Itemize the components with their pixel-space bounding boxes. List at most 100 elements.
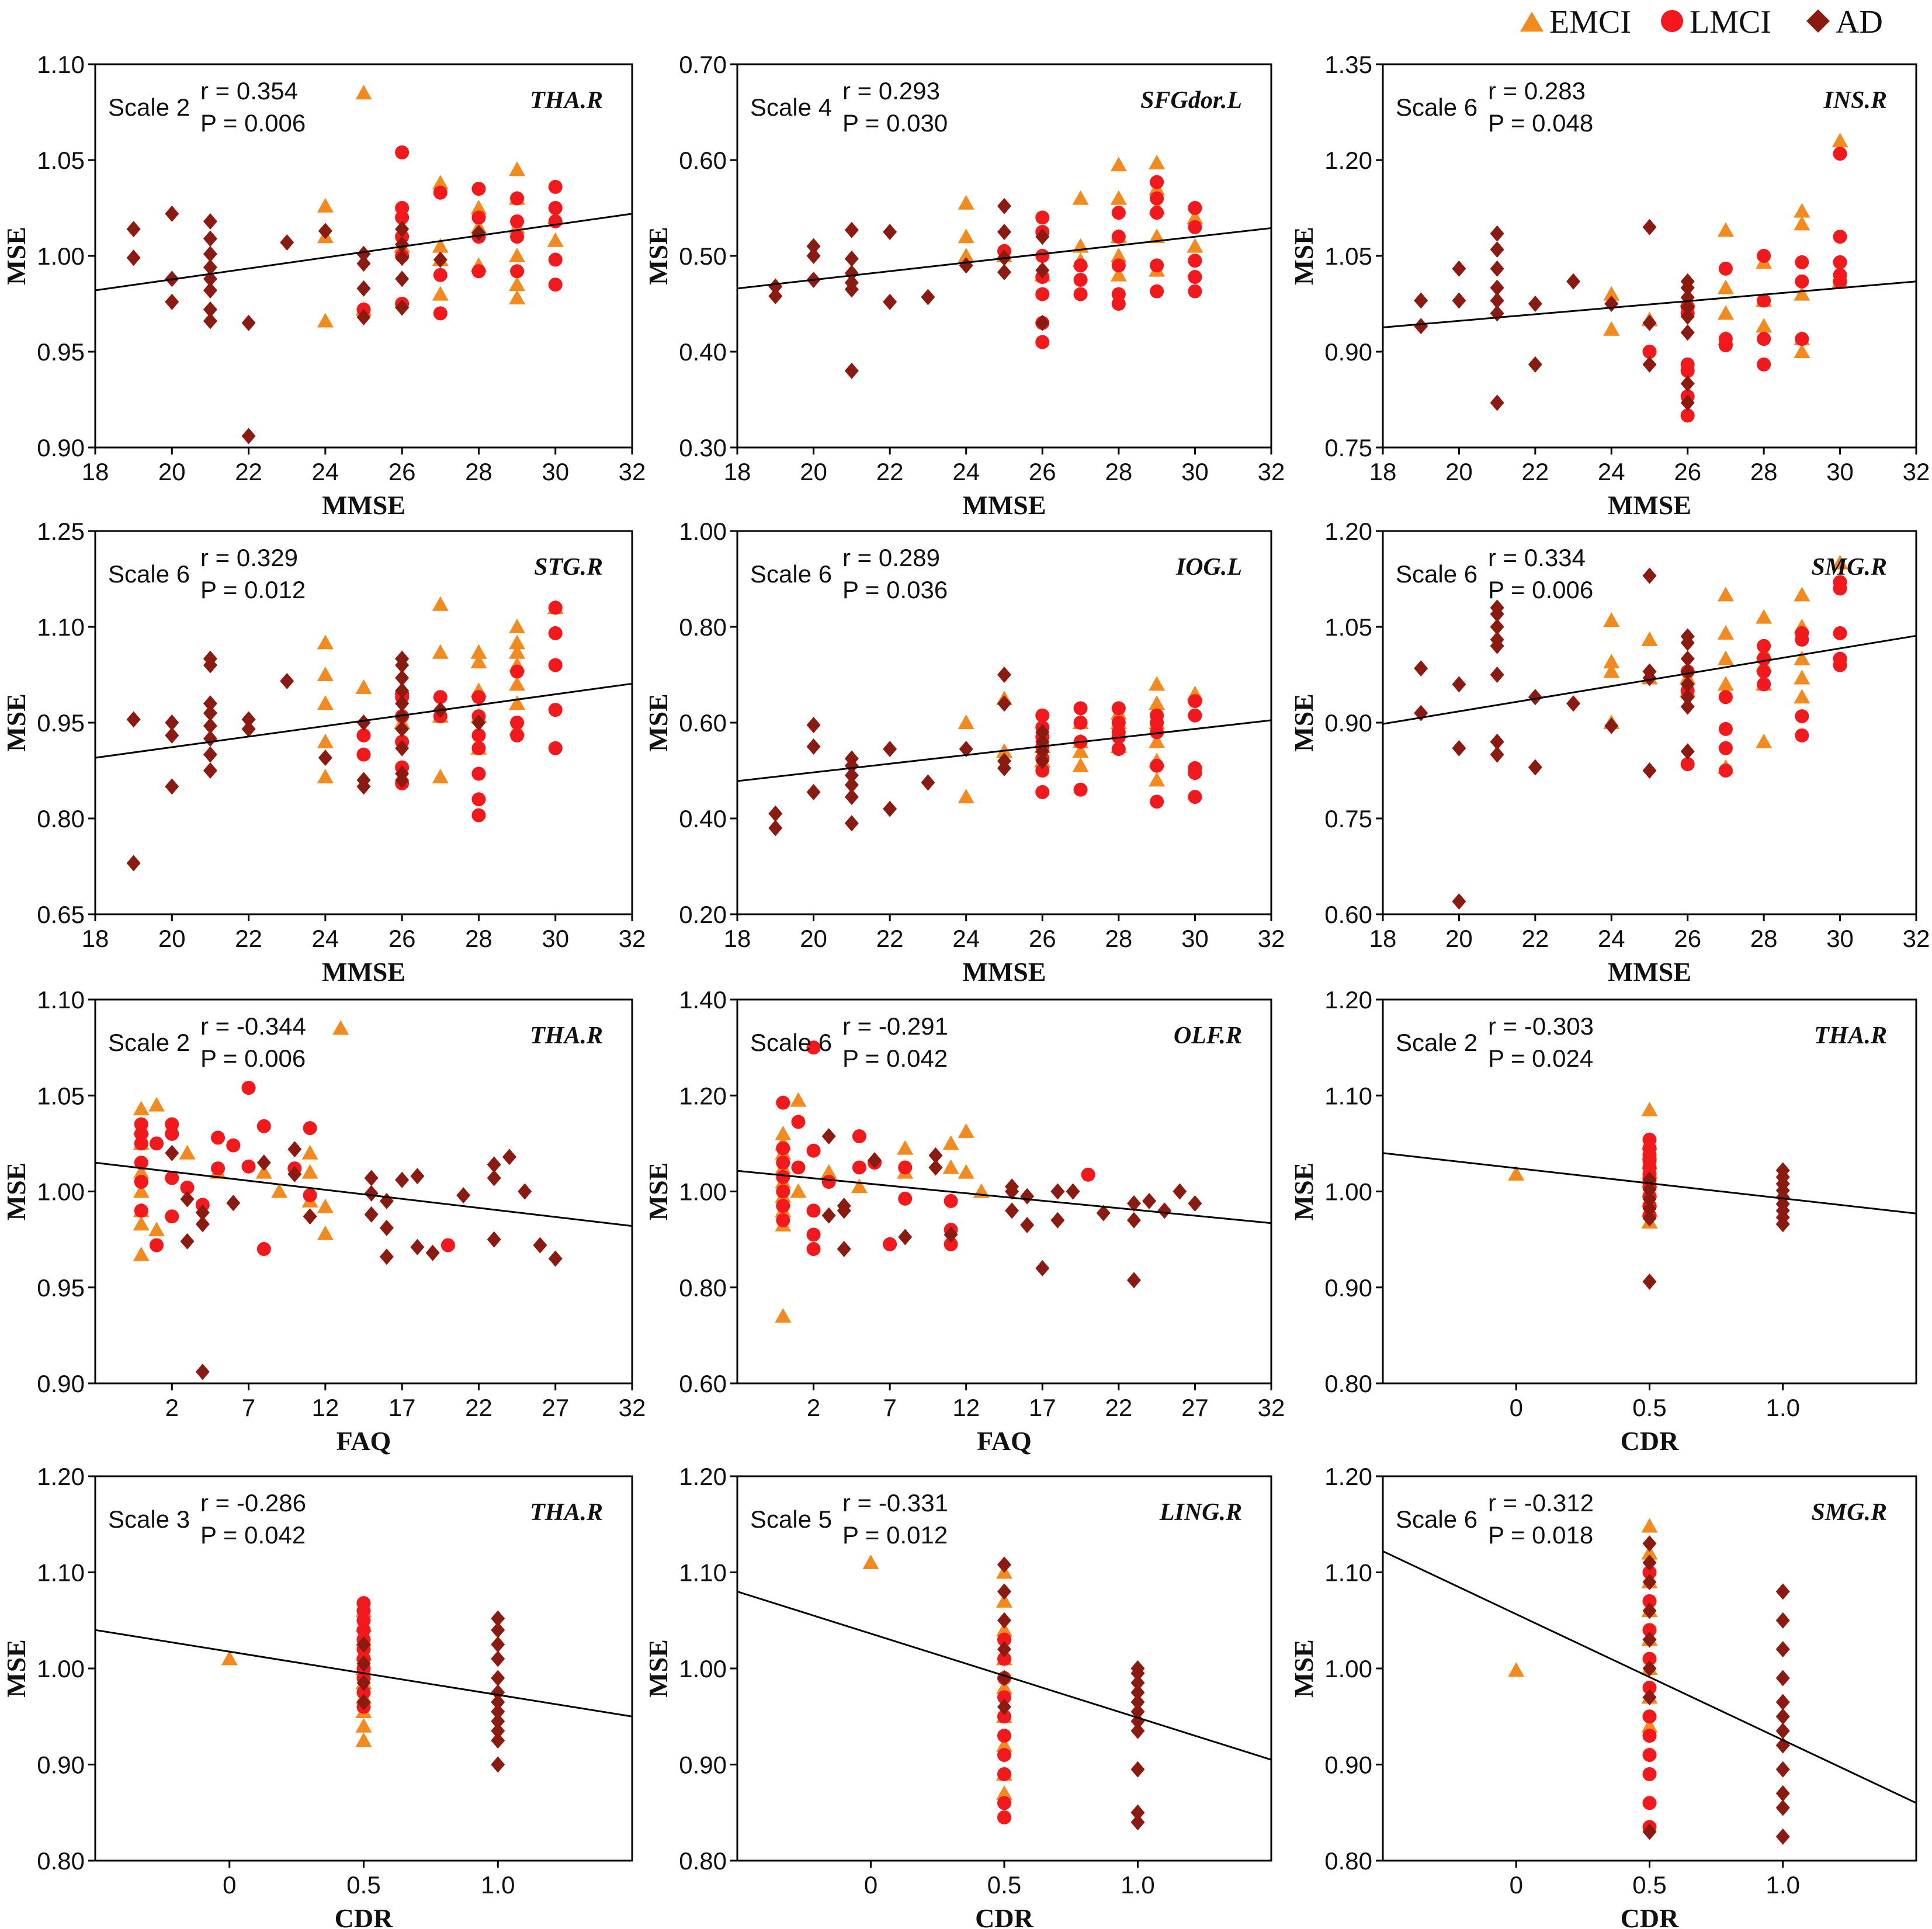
point-ad: [195, 1204, 210, 1221]
point-ad: [1642, 1602, 1657, 1619]
x-tick-label: 22: [1105, 1394, 1132, 1421]
point-lmci: [165, 1209, 179, 1224]
point-lmci: [1111, 725, 1126, 740]
data-points: [1414, 554, 1848, 910]
point-emci: [133, 1216, 150, 1231]
point-ad: [126, 249, 141, 266]
y-tick-label: 1.00: [1324, 1655, 1372, 1682]
point-emci: [1794, 587, 1810, 602]
point-lmci: [883, 1237, 897, 1251]
point-ad: [959, 741, 973, 758]
point-lmci: [1035, 249, 1050, 263]
point-lmci: [256, 1242, 271, 1257]
scale-label: Scale 6: [1396, 560, 1477, 588]
x-axis-label: MMSE: [322, 957, 405, 987]
point-ad: [395, 236, 410, 253]
x-tick-label: 18: [82, 925, 109, 952]
point-ad: [944, 1226, 958, 1243]
point-lmci: [791, 1160, 806, 1175]
point-ad: [997, 752, 1011, 769]
point-ad: [868, 1152, 882, 1169]
point-ad: [1642, 218, 1657, 235]
point-emci: [355, 1718, 372, 1733]
point-lmci: [1833, 575, 1847, 589]
point-ad: [410, 1238, 425, 1255]
point-ad: [180, 1191, 195, 1208]
point-lmci: [1795, 332, 1809, 346]
x-tick-label: 32: [1903, 925, 1930, 952]
x-tick-label: 26: [1029, 458, 1056, 485]
point-emci: [1641, 1518, 1658, 1533]
point-ad: [1490, 394, 1504, 411]
point-ad: [844, 265, 859, 282]
y-tick-label: 0.65: [37, 901, 85, 928]
point-ad: [356, 1636, 371, 1653]
p-value: P = 0.042: [842, 1045, 948, 1072]
point-emci: [148, 1222, 165, 1237]
point-emci: [790, 1092, 807, 1107]
point-ad: [1130, 1694, 1145, 1711]
x-tick-label: 26: [389, 458, 416, 485]
point-ad: [433, 251, 448, 268]
regression-line: [1382, 280, 1917, 328]
data-points: [768, 667, 1203, 837]
point-lmci: [1035, 210, 1050, 225]
point-ad: [1130, 1674, 1145, 1691]
point-ad: [1642, 1191, 1657, 1208]
y-tick-label: 0.60: [1324, 901, 1372, 928]
point-emci: [996, 1593, 1012, 1608]
point-ad: [126, 221, 141, 238]
point-emci: [317, 1198, 334, 1213]
point-ad: [1680, 698, 1695, 715]
point-emci: [221, 1650, 238, 1666]
point-lmci: [256, 1119, 271, 1133]
point-lmci: [1073, 782, 1088, 797]
point-lmci: [1188, 790, 1202, 804]
point-lmci: [1757, 677, 1771, 692]
point-ad: [1566, 695, 1581, 712]
point-ad: [1680, 676, 1695, 693]
point-lmci: [1718, 764, 1733, 778]
point-emci: [432, 768, 449, 783]
x-tick-label: 7: [242, 1394, 255, 1421]
point-ad: [1642, 1535, 1657, 1552]
x-tick-label: 12: [311, 1394, 339, 1421]
point-ad: [203, 213, 217, 230]
point-lmci: [303, 1188, 317, 1203]
point-emci: [1110, 266, 1127, 282]
point-lmci: [548, 179, 563, 194]
point-ad: [203, 282, 217, 299]
y-axis-label: MSE: [1289, 693, 1319, 752]
y-tick-label: 1.20: [37, 1463, 85, 1490]
point-lmci: [1111, 230, 1126, 244]
point-emci: [317, 313, 334, 328]
point-lmci: [1111, 206, 1126, 220]
point-ad: [1775, 1694, 1790, 1711]
y-tick-label: 0.80: [679, 1847, 727, 1875]
point-ad: [844, 750, 859, 767]
point-ad: [356, 1655, 371, 1672]
point-lmci: [1081, 1167, 1095, 1182]
point-ad: [180, 1233, 195, 1250]
point-ad: [1130, 1761, 1145, 1778]
point-emci: [317, 667, 334, 681]
point-ad: [1035, 1260, 1050, 1276]
point-ad: [1452, 893, 1466, 910]
point-ad: [491, 1684, 505, 1701]
point-lmci: [1642, 1594, 1657, 1608]
y-tick-label: 1.20: [679, 1463, 727, 1490]
data-points: [1508, 1518, 1790, 1845]
point-ad: [491, 1756, 505, 1773]
point-lmci: [1150, 191, 1164, 206]
point-ad: [548, 1250, 563, 1267]
point-lmci: [776, 1213, 790, 1227]
point-emci: [1756, 733, 1773, 748]
panel-2: 0.30 0.40 0.50 0.60 0.70 18 20 22 24 26 28 30 32 MMSE…: [643, 51, 1285, 520]
point-lmci: [776, 1141, 790, 1156]
y-tick-label: 0.90: [679, 1751, 727, 1779]
r-value: r = -0.344: [200, 1012, 306, 1040]
regression-line: [737, 1590, 1272, 1761]
y-axis-label: MSE: [1, 227, 31, 285]
point-ad: [1642, 1555, 1657, 1571]
y-tick-label: 0.40: [679, 338, 727, 366]
